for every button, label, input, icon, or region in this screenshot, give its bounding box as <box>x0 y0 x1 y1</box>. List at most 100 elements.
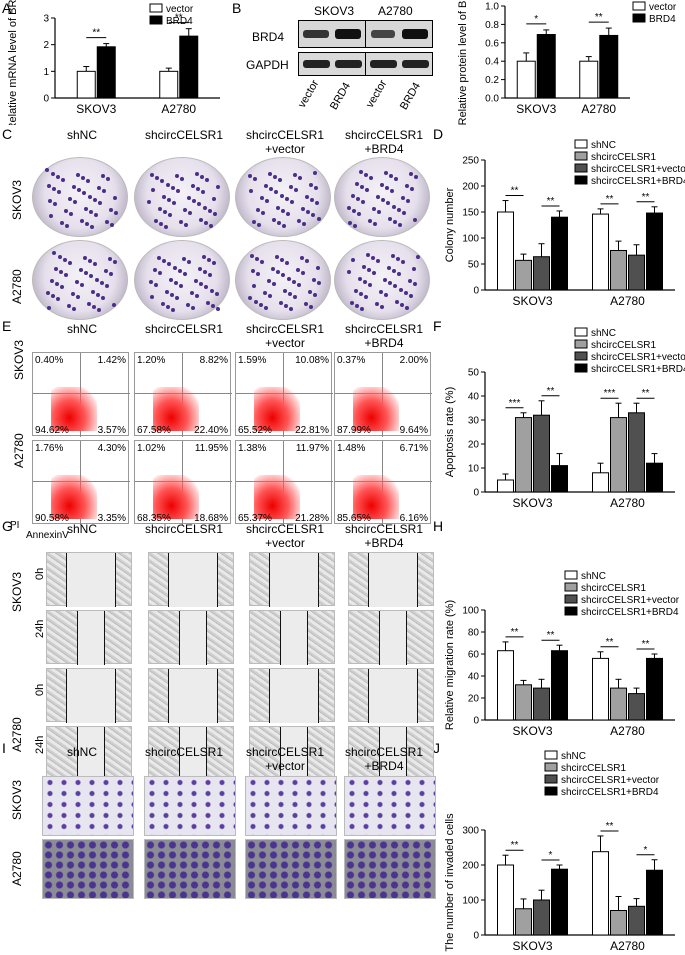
y-tick-label: 50 <box>468 260 480 271</box>
colony-dish-photo <box>235 240 331 320</box>
quadrant-percent: 10.08% <box>295 355 329 366</box>
bar <box>533 256 550 291</box>
transwell-photo <box>42 776 134 836</box>
scratch-photo <box>249 610 335 665</box>
transwell-photo <box>344 839 436 899</box>
y-axis-label: Relative mRNA level of BRD4 <box>7 0 19 125</box>
quadrant-percent: 0.40% <box>35 355 64 366</box>
sig-label: ** <box>642 639 650 650</box>
quadrant-percent: 65.52% <box>238 425 272 436</box>
y-axis-label: Relative migration rate (%) <box>444 600 456 730</box>
quadrant-percent: 6.16% <box>399 513 428 524</box>
bar <box>646 869 663 936</box>
colony-col-label: shcircCELSR1 +BRD4 <box>344 128 424 156</box>
quadrant-percent: 1.76% <box>35 443 64 454</box>
lane-label-1: vector <box>296 78 322 110</box>
bar <box>628 905 645 936</box>
quadrant-percent: 3.35% <box>97 513 126 524</box>
legend-label: shcircCELSR1 <box>561 763 626 774</box>
legend-swatch <box>574 151 588 161</box>
y-axis-label: Apoptosis rate (%) <box>444 387 456 477</box>
sig-label: *** <box>604 388 616 399</box>
scratch-time-label: 0h <box>34 567 46 580</box>
quadrant-percent: 0.37% <box>337 355 366 366</box>
bar <box>592 213 609 291</box>
sig-label: *** <box>509 398 521 409</box>
panel-label-f: F <box>433 318 442 334</box>
sig-label: ** <box>175 13 183 24</box>
transwell-photo <box>245 776 337 836</box>
legend-swatch <box>564 606 578 616</box>
sig-label: ** <box>547 630 555 641</box>
category-label: SKOV3 <box>512 724 552 738</box>
transwell-photo <box>344 776 436 836</box>
y-tick-label: 20 <box>468 694 480 705</box>
legend-label: shcircCELSR1+vector <box>561 775 660 786</box>
blot-row-brd4: BRD4 <box>252 30 285 44</box>
legend-label: shcircCELSR1 <box>591 340 656 351</box>
scratch-time-label: 0h <box>34 683 46 696</box>
sig-label: ** <box>511 627 519 638</box>
legend-label: vector <box>166 4 194 15</box>
colony-row-label: A2780 <box>10 269 24 304</box>
colony-dish-photo <box>334 240 430 320</box>
scratch-photo <box>348 552 434 607</box>
transwell-col-label: shcircCELSR1 +BRD4 <box>344 745 424 773</box>
facs-x-axis-label: AnnexinV <box>26 530 69 541</box>
sig-label: ** <box>511 186 519 197</box>
colony-col-label: shNC <box>66 128 97 142</box>
legend-label: shcircCELSR1+BRD4 <box>581 607 679 618</box>
bar <box>646 212 663 291</box>
quadrant-percent: 85.65% <box>337 513 371 524</box>
panel-label-i: I <box>2 740 6 756</box>
legend-swatch <box>149 3 163 13</box>
scratch-row-label: A2780 <box>10 717 24 752</box>
facs-plot: 1.59% 10.08% 65.52% 22.81% <box>235 352 333 437</box>
y-axis-label: Relative protein level of BRD4 <box>457 0 469 125</box>
legend-label: shcircCELSR1 <box>581 583 646 594</box>
legend-label: shcircCELSR1+vector <box>581 595 680 606</box>
chart-d: 0 50 100 150 200 250 Colony number SKOV3 ** ** A27… <box>444 139 685 308</box>
bar <box>610 417 627 493</box>
y-tick-label: 0.2 <box>485 75 499 86</box>
chart-h: 0 20 40 60 80 100 Relative migration rate (%) S… <box>444 570 680 738</box>
legend-swatch <box>632 1 646 11</box>
colony-dish-photo <box>32 157 128 237</box>
facs-plot: 1.38% 11.97% 65.37% 21.28% <box>235 440 333 525</box>
quadrant-percent: 4.30% <box>97 443 126 454</box>
sig-label: * <box>644 845 648 856</box>
chart-j: 0 100 200 300 The number of invaded cells SKO… <box>444 750 675 953</box>
bar <box>533 899 550 936</box>
facs-plot: 1.02% 11.95% 68.35% 18.68% <box>134 440 232 525</box>
y-tick-label: 150 <box>462 208 479 219</box>
y-tick-label: 30 <box>468 416 480 427</box>
bar <box>599 34 619 99</box>
scratch-col-label: shcircCELSR1 +BRD4 <box>344 522 424 550</box>
category-label: SKOV3 <box>512 294 552 308</box>
sig-label: ** <box>642 388 650 399</box>
category-label: SKOV3 <box>76 102 116 116</box>
panel-label-j: J <box>433 740 440 756</box>
y-tick-label: 250 <box>462 156 479 167</box>
scratch-col-label: shNC <box>66 522 97 536</box>
y-tick-label: 0.4 <box>485 57 499 68</box>
blot-group-skov3: SKOV3 <box>314 4 355 18</box>
scratch-time-label: 24h <box>34 619 46 638</box>
quadrant-percent: 2.00% <box>399 355 428 366</box>
y-tick-label: 0 <box>473 716 479 727</box>
quadrant-percent: 22.81% <box>295 425 329 436</box>
scratch-col-label: shcircCELSR1 <box>144 522 224 536</box>
y-tick-label: 3 <box>43 14 49 25</box>
legend-swatch <box>574 363 588 373</box>
scratch-photo <box>46 726 132 781</box>
bar <box>536 34 556 99</box>
facs-plot: 1.76% 4.30% 90.58% 3.35% <box>32 440 130 525</box>
category-label: A2780 <box>610 724 645 738</box>
y-tick-label: 0.0 <box>485 94 499 105</box>
panel-label-c: C <box>2 126 13 142</box>
bar <box>497 211 514 291</box>
y-tick-label: 0.6 <box>485 38 499 49</box>
legend-label: BRD4 <box>166 16 193 27</box>
quadrant-percent: 1.02% <box>137 443 166 454</box>
category-label: A2780 <box>610 496 645 510</box>
